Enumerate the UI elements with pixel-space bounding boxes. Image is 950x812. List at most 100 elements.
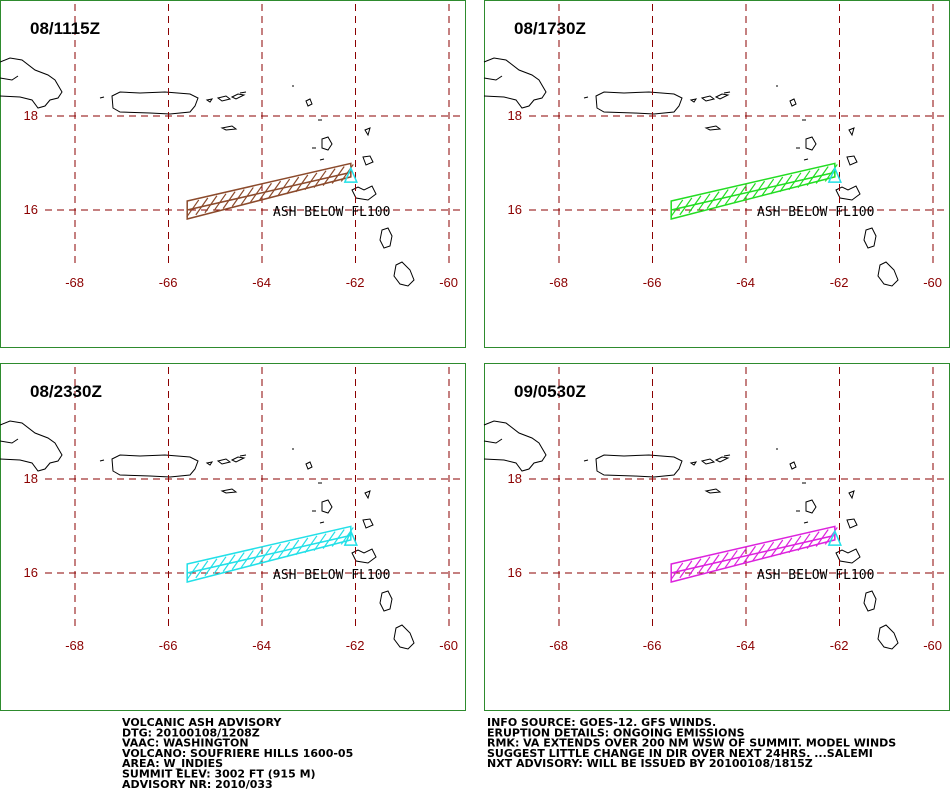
lon-label: -68 bbox=[549, 638, 568, 653]
ash-area bbox=[670, 162, 836, 220]
panel-frame bbox=[0, 0, 466, 348]
ash-hatch bbox=[304, 535, 318, 554]
map-panel: -68 -66 -64 -62 -60 18 16 ASH BELOW FL100 08/173… bbox=[483, 0, 950, 348]
ash-axis bbox=[187, 534, 351, 574]
lon-label: -64 bbox=[736, 275, 755, 290]
lat-label: 16 bbox=[24, 565, 38, 580]
volcano-marker bbox=[343, 529, 358, 546]
ash-hatch bbox=[322, 168, 336, 186]
ash-hatch bbox=[304, 172, 318, 191]
ash-hatch bbox=[313, 533, 327, 552]
ash-hatch bbox=[815, 166, 829, 184]
panels: -68 -66 -64 -62 -60 18 16 ASH BELOW FL100 08/111… bbox=[0, 0, 950, 711]
lon-label: -68 bbox=[65, 275, 84, 290]
advisory-line: VOLCANO: SOUFRIERE HILLS 1600-05 bbox=[122, 747, 353, 760]
volcano-marker bbox=[827, 529, 842, 546]
ash-hatch bbox=[195, 197, 209, 216]
valid-time: 09/0530Z bbox=[514, 382, 586, 401]
ash-hatch bbox=[331, 166, 345, 184]
ash-hatch bbox=[213, 556, 227, 575]
lat-label: 18 bbox=[508, 108, 522, 123]
ash-axis bbox=[671, 171, 835, 211]
ash-hatch bbox=[824, 164, 838, 182]
lon-label: -62 bbox=[346, 638, 365, 653]
ash-hatch bbox=[331, 529, 345, 547]
lon-label: -66 bbox=[159, 275, 178, 290]
ash-hatch bbox=[340, 527, 354, 545]
lon-label: -66 bbox=[643, 638, 662, 653]
ash-hatch bbox=[806, 531, 820, 549]
volcano-marker bbox=[827, 166, 842, 183]
advisory-line: INFO SOURCE: GOES-12. GFS WINDS. bbox=[487, 716, 716, 729]
lon-label: -60 bbox=[923, 638, 942, 653]
ash-hatch bbox=[286, 539, 300, 558]
valid-time: 08/1115Z bbox=[30, 19, 100, 38]
ash-hatch bbox=[797, 170, 811, 189]
ash-hatch bbox=[186, 562, 200, 581]
ash-hatch bbox=[313, 170, 327, 189]
ash-hatch bbox=[322, 531, 336, 549]
ash-hatch bbox=[670, 199, 684, 218]
lon-label: -60 bbox=[439, 638, 458, 653]
advisory-line: SUGGEST LITTLE CHANGE IN DIR OVER NEXT 2… bbox=[487, 747, 873, 760]
ash-hatch bbox=[204, 195, 218, 214]
ash-hatch bbox=[277, 541, 291, 560]
ash-hatch bbox=[724, 550, 738, 568]
ash-hatch bbox=[240, 550, 254, 568]
ash-hatch bbox=[249, 547, 263, 566]
ash-hatch bbox=[770, 539, 784, 558]
lat-label: 18 bbox=[24, 108, 38, 123]
ash-axis bbox=[187, 171, 351, 211]
advisory-line: ADVISORY NR: 2010/033 bbox=[122, 778, 273, 791]
lon-label: -62 bbox=[830, 638, 849, 653]
lat-label: 16 bbox=[508, 202, 522, 217]
ash-hatch bbox=[286, 176, 300, 195]
lon-label: -66 bbox=[643, 275, 662, 290]
ash-hatch bbox=[706, 554, 720, 572]
ash-hatch bbox=[806, 168, 820, 186]
lon-label: -60 bbox=[439, 275, 458, 290]
advisory-line: ERUPTION DETAILS: ONGOING EMISSIONS bbox=[487, 726, 745, 739]
ash-hatch bbox=[761, 178, 775, 197]
ash-hatch bbox=[742, 182, 756, 201]
ash-hatch bbox=[697, 193, 711, 212]
ash-hatch bbox=[222, 191, 236, 209]
ash-hatch bbox=[258, 182, 272, 201]
ash-hatch bbox=[268, 180, 282, 199]
ash-hatch bbox=[195, 560, 209, 579]
ash-axis bbox=[671, 534, 835, 574]
ash-hatch bbox=[240, 187, 254, 205]
advisory-line: DTG: 20100108/1208Z bbox=[122, 726, 260, 739]
ash-hatch bbox=[715, 552, 729, 570]
lat-label: 18 bbox=[508, 471, 522, 486]
volcano-marker bbox=[343, 166, 358, 183]
ash-hatch bbox=[186, 199, 200, 218]
lat-label: 16 bbox=[508, 565, 522, 580]
lat-label: 18 bbox=[24, 471, 38, 486]
ash-hatch bbox=[715, 189, 729, 207]
lon-label: -64 bbox=[252, 275, 271, 290]
ash-hatch bbox=[268, 543, 282, 562]
ash-hatch bbox=[295, 174, 309, 193]
ash-hatch bbox=[733, 184, 747, 203]
ash-area bbox=[186, 162, 352, 220]
ash-hatch bbox=[733, 547, 747, 566]
ash-hatch bbox=[231, 552, 245, 570]
ash-hatch bbox=[797, 533, 811, 552]
lon-label: -66 bbox=[159, 638, 178, 653]
ash-label: ASH BELOW FL100 bbox=[757, 205, 874, 220]
ash-hatch bbox=[752, 543, 766, 562]
advisory-line: NXT ADVISORY: WILL BE ISSUED BY 20100108… bbox=[487, 757, 813, 770]
panel-frame bbox=[0, 363, 466, 711]
ash-label: ASH BELOW FL100 bbox=[273, 205, 390, 220]
map-panel: -68 -66 -64 -62 -60 18 16 ASH BELOW FL100 08/111… bbox=[0, 0, 466, 348]
ash-hatch bbox=[679, 197, 693, 216]
lon-label: -64 bbox=[736, 638, 755, 653]
valid-time: 08/2330Z bbox=[30, 382, 102, 401]
ash-hatch bbox=[213, 193, 227, 212]
ash-label: ASH BELOW FL100 bbox=[757, 568, 874, 583]
ash-hatch bbox=[295, 537, 309, 556]
lon-label: -62 bbox=[830, 275, 849, 290]
ash-hatch bbox=[249, 184, 263, 203]
